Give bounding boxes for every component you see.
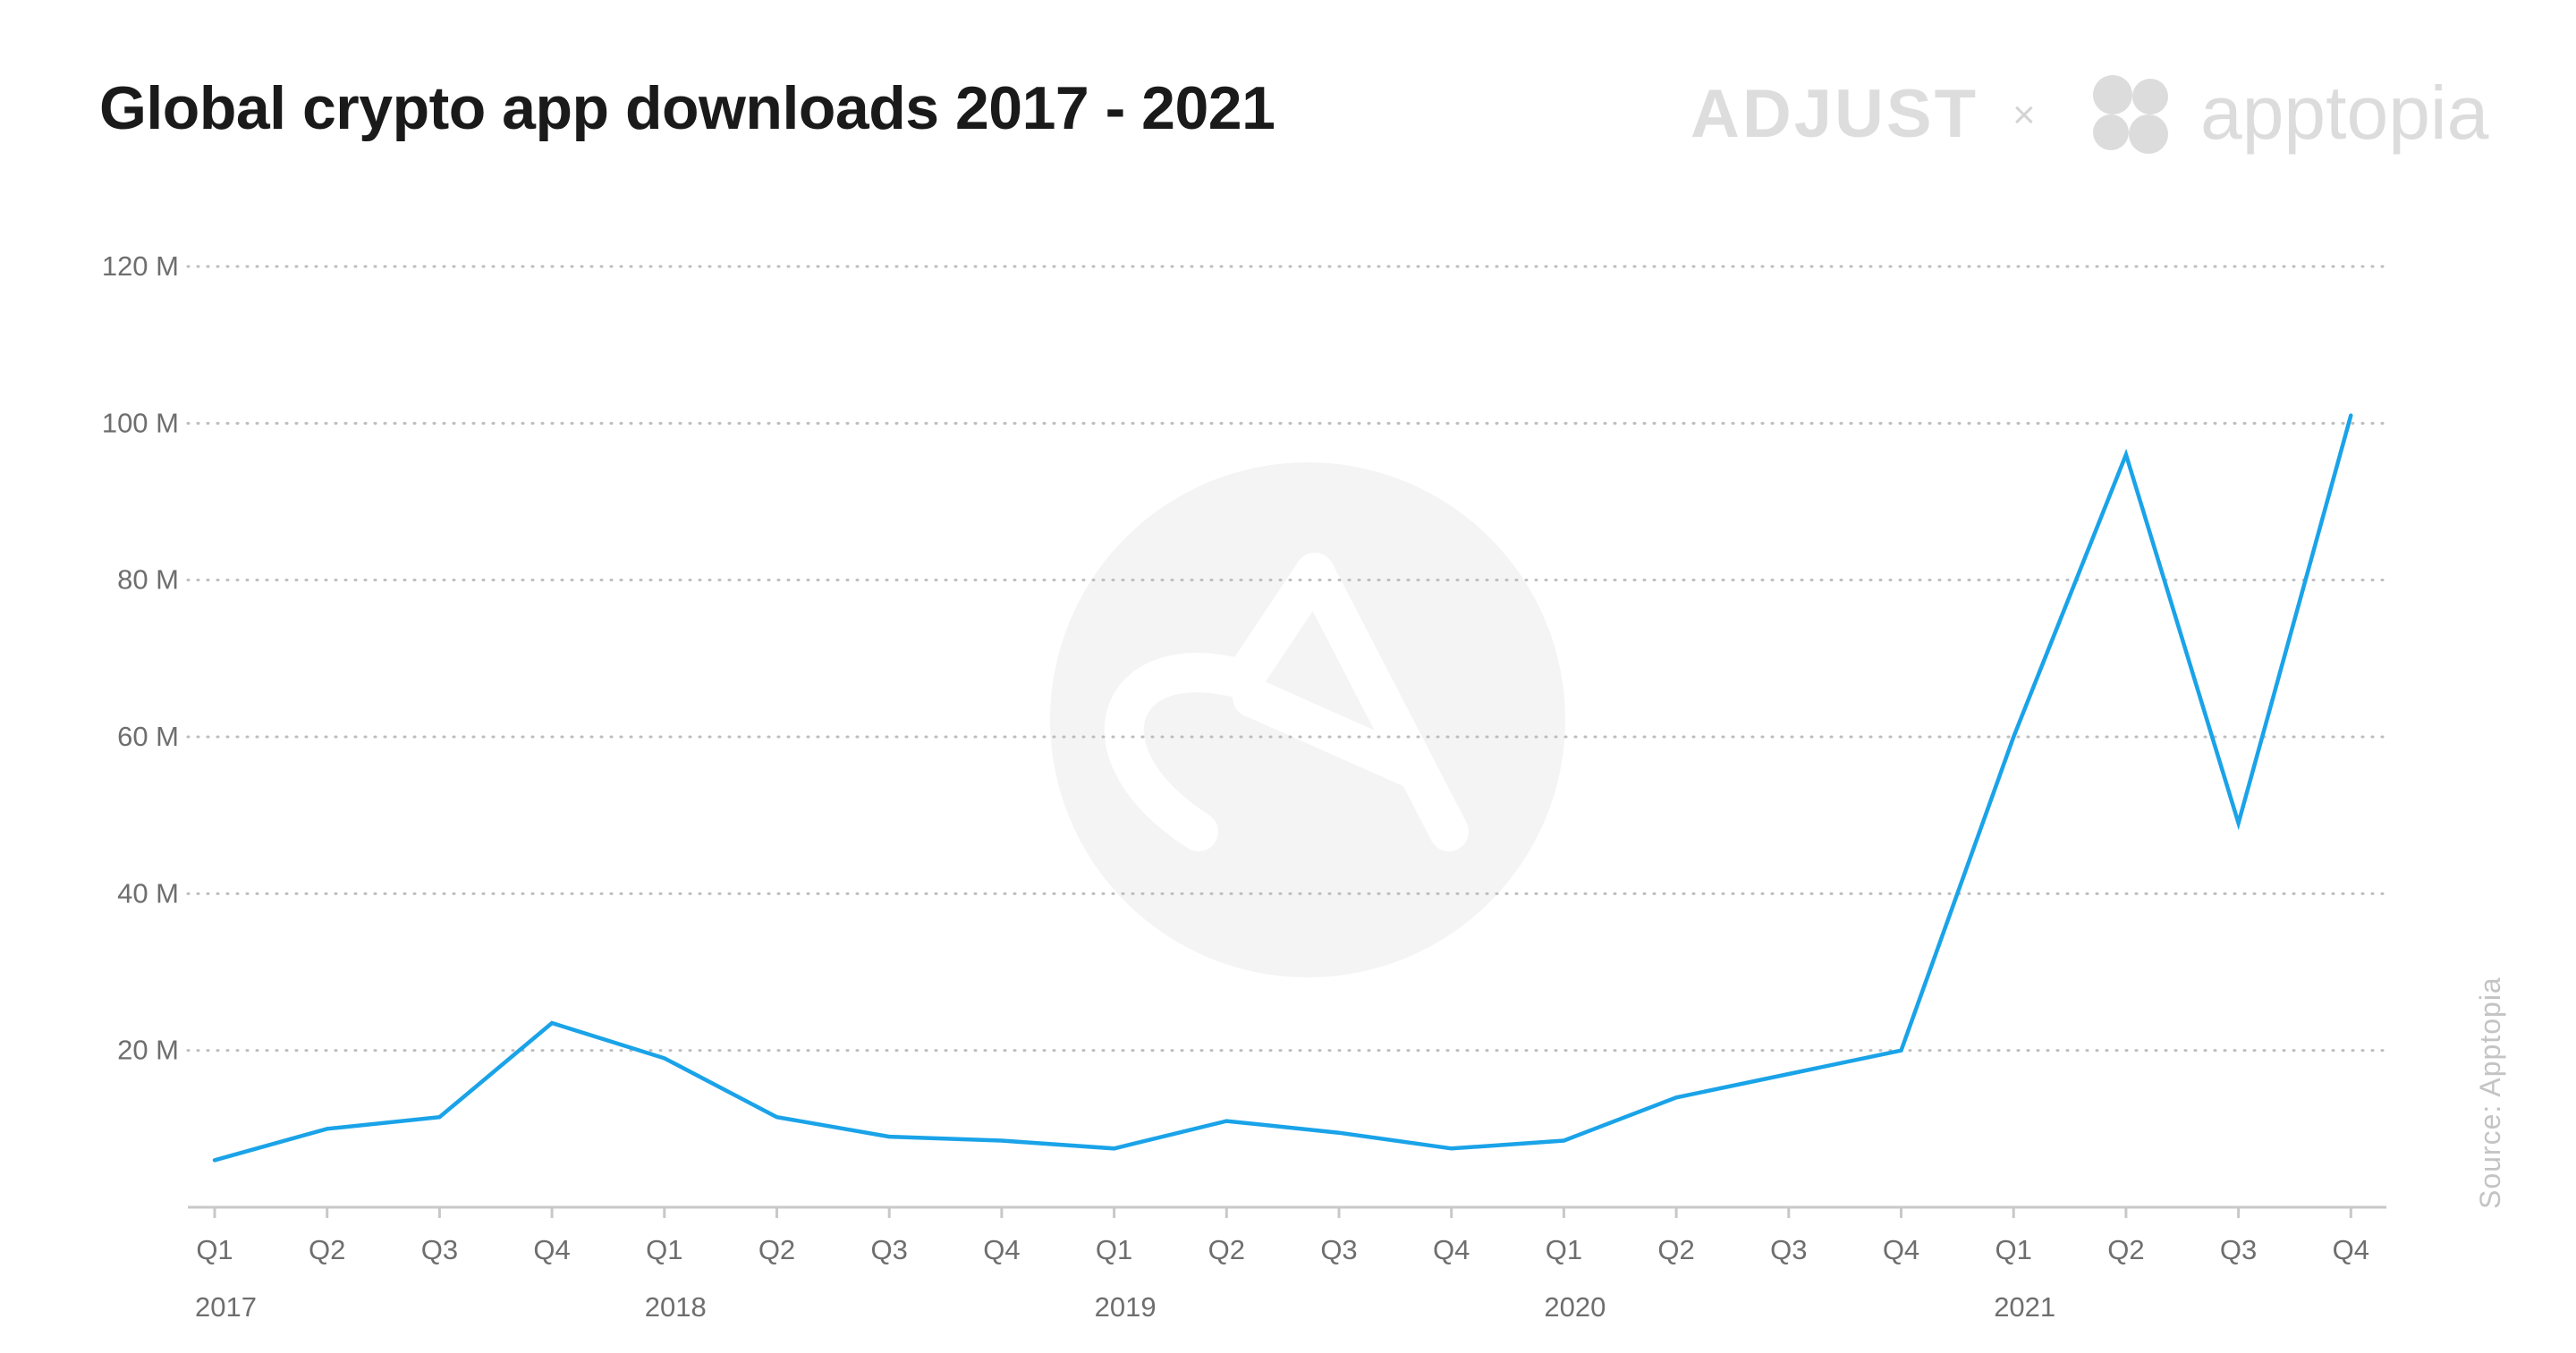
series-group [212,413,2353,1163]
x-tick-label: Q2 [2107,1234,2144,1265]
y-tick-label: 40 M [117,877,179,909]
year-label: 2017 [195,1291,257,1323]
year-label: 2020 [1544,1291,1606,1323]
gridlines [186,265,2388,1053]
x-tick-label: Q1 [1546,1234,1582,1265]
x-tick-label: Q3 [1320,1234,1357,1265]
x-tick-label: Q2 [1657,1234,1694,1265]
x-tick-label: Q1 [1996,1234,2032,1265]
x-tick-label: Q4 [1433,1234,1470,1265]
x-tick-label: Q3 [871,1234,908,1265]
x-tick-label: Q1 [646,1234,682,1265]
x-tick-label: Q3 [1770,1234,1807,1265]
y-tick-label: 100 M [102,407,179,438]
y-tick-label: 60 M [117,721,179,752]
year-label: 2019 [1095,1291,1157,1323]
x-tick-label: Q4 [983,1234,1020,1265]
y-tick-label: 120 M [102,250,179,282]
adjust-logo: ADJUST [1690,76,1979,152]
x-tick-label: Q4 [2333,1234,2369,1265]
apptopia-wordmark: apptopia [2200,71,2489,155]
x-tick-label: Q3 [421,1234,458,1265]
brand-separator: × [2012,93,2036,137]
adjust-watermark-icon [1104,553,1469,851]
chart-title: Global crypto app downloads 2017 - 2021 [99,74,1275,142]
x-tick-label: Q2 [758,1234,795,1265]
x-tick-label: Q2 [1208,1234,1245,1265]
y-tick-label: 20 M [117,1035,179,1066]
brand-logos: ADJUST × apptopia [1664,63,2513,170]
x-tick-label: Q1 [196,1234,233,1265]
series-line [212,413,2353,1163]
x-tick-label: Q2 [309,1234,345,1265]
watermark [1050,462,1565,977]
x-tick-label: Q4 [1883,1234,1919,1265]
x-tick-label: Q1 [1096,1234,1132,1265]
year-labels: 2017 2018 2019 2020 2021 [195,1291,2055,1323]
x-tick-label: Q4 [533,1234,570,1265]
x-tick-label: Q3 [2220,1234,2257,1265]
year-label: 2018 [645,1291,707,1323]
x-axis-ticks: Q1 Q2 Q3 Q4 Q1 Q2 Q3 Q4 Q1 Q2 Q3 Q4 Q1 Q2 Q3 Q4 Q1 Q2 Q3 Q4 [196,1207,2369,1265]
y-axis-ticks: 20 M 40 M 60 M 80 M 100 M 120 M [102,250,179,1066]
y-tick-label: 80 M [117,564,179,596]
year-label: 2021 [1994,1291,2055,1323]
apptopia-logo-icon [2093,75,2168,154]
